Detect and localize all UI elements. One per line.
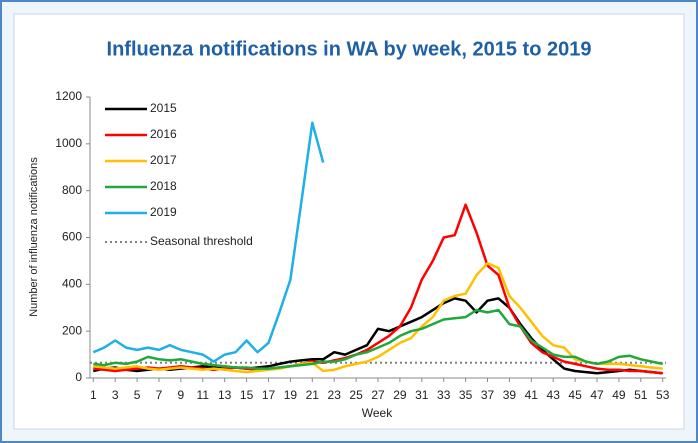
series-line (93, 308, 663, 370)
y-tick-label: 1200 (55, 89, 82, 103)
x-tick-label: 33 (437, 388, 451, 402)
y-tick-label: 800 (62, 183, 82, 197)
legend-label: 2017 (150, 153, 177, 167)
x-tick-label: 15 (240, 388, 254, 402)
legend-label: 2016 (150, 127, 177, 141)
x-tick-label: 31 (415, 388, 429, 402)
x-tick-label: 17 (262, 388, 276, 402)
x-tick-label: 19 (284, 388, 298, 402)
x-tick-label: 45 (568, 388, 582, 402)
series-line (92, 121, 325, 363)
x-tick-label: 49 (612, 388, 626, 402)
x-tick-label: 25 (349, 388, 363, 402)
legend-label: 2018 (150, 179, 177, 193)
x-tick-label: 21 (306, 388, 320, 402)
legend-label: 2019 (150, 205, 177, 219)
x-tick-label: 23 (328, 388, 342, 402)
x-tick-label: 13 (218, 388, 232, 402)
x-axis-label: Week (362, 406, 393, 420)
x-tick-label: 39 (503, 388, 517, 402)
x-tick-label: 47 (590, 388, 604, 402)
x-tick-label: 41 (525, 388, 539, 402)
y-tick-label: 200 (62, 323, 82, 337)
x-tick-label: 43 (547, 388, 561, 402)
x-tick-label: 37 (481, 388, 495, 402)
y-tick-label: 400 (62, 277, 82, 291)
y-tick-label: 600 (62, 230, 82, 244)
y-axis-label: Number of influenza notifications (28, 157, 40, 317)
y-tick-label: 1000 (55, 136, 82, 150)
x-tick-label: 3 (112, 388, 119, 402)
x-tick-label: 7 (156, 388, 163, 402)
legend-label: Seasonal threshold (150, 234, 253, 248)
legend-label: 2015 (150, 101, 177, 115)
chart-title: Influenza notifications in WA by week, 2… (107, 38, 592, 60)
x-tick-label: 53 (656, 388, 670, 402)
x-tick-label: 1 (90, 388, 97, 402)
x-tick-label: 27 (371, 388, 385, 402)
x-tick-label: 51 (634, 388, 648, 402)
series-line (93, 262, 663, 374)
x-tick-label: 29 (393, 388, 407, 402)
x-tick-label: 11 (197, 388, 210, 402)
x-tick-label: 5 (134, 388, 141, 402)
y-tick-label: 0 (75, 370, 82, 384)
x-tick-label: 9 (178, 388, 185, 402)
panel (13, 13, 685, 430)
x-tick-label: 35 (459, 388, 473, 402)
